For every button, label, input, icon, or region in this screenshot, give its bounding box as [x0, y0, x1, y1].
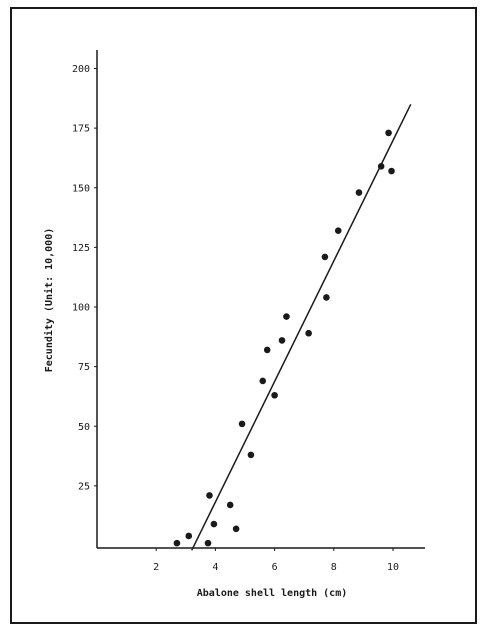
y-tick-label: 175 [72, 124, 90, 135]
data-points [173, 129, 395, 547]
y-tick-label: 200 [72, 64, 90, 75]
regression-line [191, 103, 412, 551]
y-tick-label: 125 [72, 243, 90, 254]
y-tick-label: 75 [78, 362, 90, 373]
x-tick-label: 2 [153, 562, 159, 573]
data-point [259, 377, 267, 385]
y-tick-label: 50 [78, 422, 90, 433]
data-point [185, 532, 193, 540]
data-point [204, 539, 212, 547]
y-tick-label: 100 [72, 303, 90, 314]
data-point [385, 129, 392, 137]
data-point [210, 520, 218, 528]
data-point [278, 337, 286, 344]
data-point [247, 451, 255, 459]
data-point [263, 346, 271, 354]
data-point [305, 329, 312, 337]
x-axis-title: Abalone shell length (cm) [197, 588, 348, 599]
y-axis-title: Fecundity (Unit: 10,000) [43, 228, 55, 373]
data-point [226, 501, 234, 509]
data-point [323, 294, 330, 301]
figure-frame [10, 7, 477, 624]
data-point [321, 253, 329, 261]
data-point [388, 167, 395, 175]
data-point [238, 420, 246, 428]
y-ticks: 25 50 75 100 125 150 175 200 [72, 64, 97, 492]
x-tick-label: 8 [331, 562, 337, 573]
y-tick-label: 25 [78, 481, 90, 492]
data-point [283, 313, 290, 320]
data-point [232, 525, 240, 533]
axes [96, 50, 425, 549]
x-tick-label: 4 [212, 562, 218, 573]
data-point [271, 391, 278, 399]
data-point [355, 189, 363, 196]
data-point [173, 539, 181, 547]
y-tick-label: 150 [72, 183, 90, 194]
data-point [377, 162, 385, 170]
data-point [334, 227, 342, 234]
data-point [206, 492, 213, 499]
x-ticks: 2 4 6 8 10 [153, 548, 399, 573]
x-tick-label: 10 [387, 562, 399, 573]
x-tick-label: 6 [272, 562, 278, 573]
